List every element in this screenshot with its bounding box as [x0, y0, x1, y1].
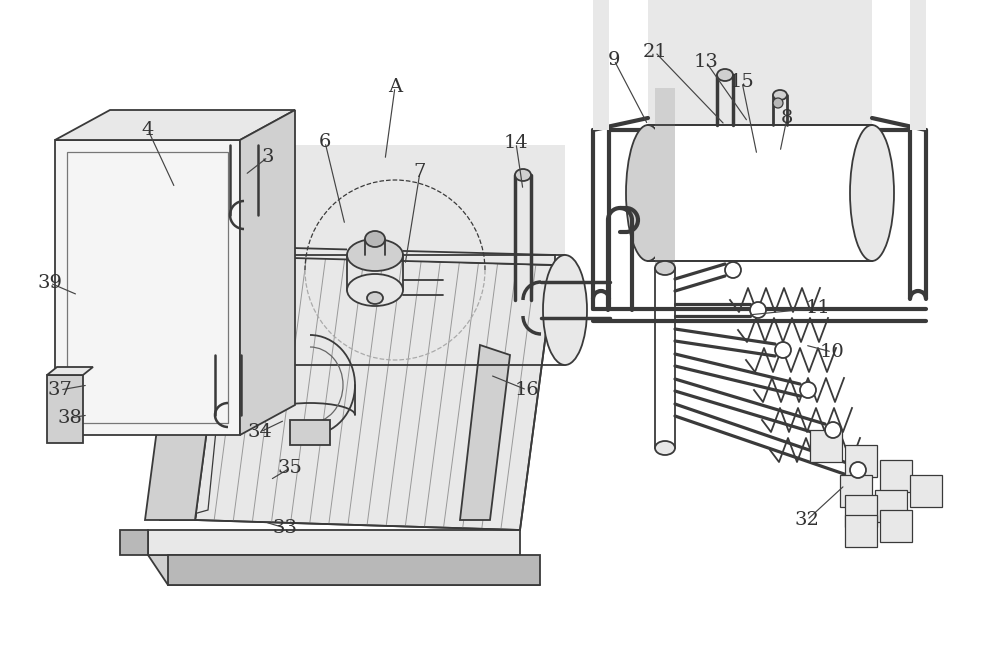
Ellipse shape: [773, 98, 783, 108]
Polygon shape: [145, 255, 230, 520]
Polygon shape: [120, 530, 148, 555]
Polygon shape: [880, 510, 912, 542]
Ellipse shape: [775, 342, 791, 358]
Text: 6: 6: [319, 133, 331, 151]
Text: 35: 35: [278, 459, 302, 477]
Polygon shape: [845, 515, 877, 547]
Bar: [655, 88, 675, 268]
Text: 21: 21: [643, 43, 667, 61]
Text: A: A: [388, 78, 402, 96]
Bar: [593, 0, 609, 130]
Polygon shape: [55, 110, 295, 140]
Polygon shape: [875, 490, 907, 522]
Ellipse shape: [717, 69, 733, 81]
Ellipse shape: [367, 292, 383, 304]
Bar: [347, 220, 403, 255]
Ellipse shape: [365, 231, 385, 247]
Text: 34: 34: [248, 423, 272, 441]
Polygon shape: [195, 255, 555, 530]
Ellipse shape: [825, 422, 841, 438]
Text: 39: 39: [38, 274, 62, 292]
Ellipse shape: [850, 462, 866, 478]
Ellipse shape: [773, 90, 787, 100]
Text: 37: 37: [48, 381, 72, 399]
Text: 15: 15: [730, 73, 754, 91]
Bar: [910, 0, 926, 130]
Ellipse shape: [800, 382, 816, 398]
Text: 16: 16: [515, 381, 539, 399]
Polygon shape: [180, 245, 555, 265]
Polygon shape: [55, 140, 240, 435]
Bar: [225, 145, 565, 255]
Polygon shape: [190, 340, 225, 515]
Text: 10: 10: [820, 343, 844, 361]
Ellipse shape: [347, 239, 403, 271]
Ellipse shape: [850, 125, 894, 261]
Text: 13: 13: [694, 53, 718, 71]
Ellipse shape: [543, 255, 587, 365]
Polygon shape: [910, 475, 942, 507]
Text: 32: 32: [795, 511, 819, 529]
Polygon shape: [460, 345, 510, 520]
Text: 3: 3: [262, 148, 274, 166]
Text: 4: 4: [142, 121, 154, 139]
Polygon shape: [880, 460, 912, 492]
Polygon shape: [47, 367, 93, 375]
Ellipse shape: [347, 274, 403, 306]
Bar: [648, 0, 872, 125]
Text: 38: 38: [58, 409, 82, 427]
Ellipse shape: [750, 302, 766, 318]
Polygon shape: [840, 475, 872, 507]
Text: 9: 9: [608, 51, 620, 69]
Ellipse shape: [515, 169, 531, 181]
Polygon shape: [47, 375, 83, 443]
Polygon shape: [240, 110, 295, 435]
Polygon shape: [845, 495, 877, 527]
Polygon shape: [845, 445, 877, 477]
Ellipse shape: [655, 261, 675, 275]
Ellipse shape: [626, 125, 670, 261]
Text: 11: 11: [806, 299, 830, 317]
Text: 7: 7: [414, 163, 426, 181]
Ellipse shape: [725, 262, 741, 278]
Text: 8: 8: [781, 109, 793, 127]
Text: 33: 33: [272, 519, 298, 537]
Polygon shape: [810, 430, 842, 462]
Ellipse shape: [203, 255, 247, 365]
Polygon shape: [160, 330, 230, 520]
Polygon shape: [148, 530, 520, 555]
Polygon shape: [148, 555, 540, 585]
Polygon shape: [168, 555, 540, 585]
Polygon shape: [290, 420, 330, 445]
Text: 14: 14: [504, 134, 528, 152]
Ellipse shape: [655, 441, 675, 455]
